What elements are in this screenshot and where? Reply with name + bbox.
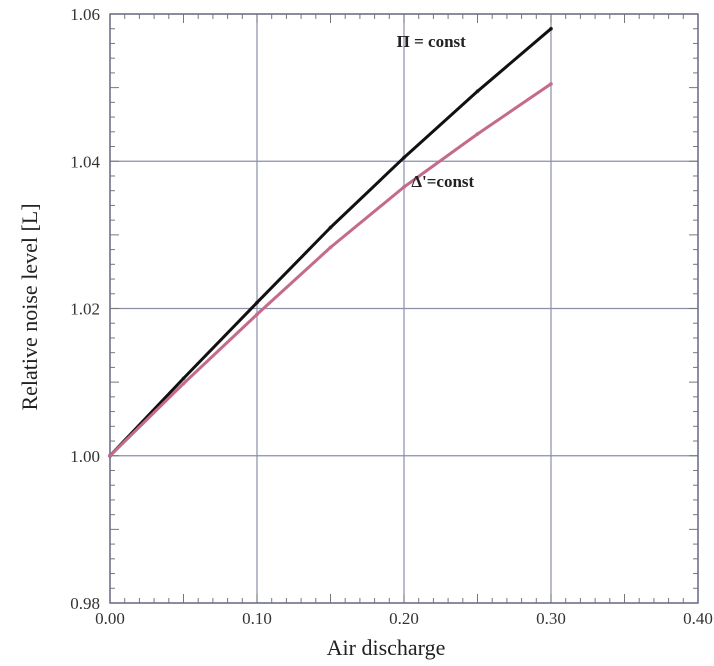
minor-ticks xyxy=(109,13,699,604)
y-tick-label: 0.98 xyxy=(70,594,100,613)
series-0-point xyxy=(475,89,480,94)
series-1-point xyxy=(549,81,553,86)
annotation-label-0: Π = const xyxy=(397,32,467,51)
series-0-point xyxy=(402,155,406,160)
y-tick-label: 1.02 xyxy=(70,300,100,319)
annotation-label-1: Δ'=const xyxy=(411,172,474,191)
annotations: Π = const Δ'=const xyxy=(397,32,475,191)
series-0-point xyxy=(181,376,186,381)
x-axis-title: Air discharge xyxy=(327,635,446,660)
x-tick-label: 0.10 xyxy=(242,609,272,628)
x-tick-label: 0.30 xyxy=(536,609,566,628)
series-1-point xyxy=(475,132,480,137)
series-1-point xyxy=(108,453,112,458)
series-0-point xyxy=(549,26,553,31)
series-1-point xyxy=(328,245,333,250)
series-layer xyxy=(108,26,553,458)
y-tick-label: 1.04 xyxy=(70,152,100,171)
x-tick-label: 0.20 xyxy=(389,609,419,628)
y-tick-label: 1.06 xyxy=(70,5,100,24)
y-tick-label: 1.00 xyxy=(70,447,100,466)
series-1-point xyxy=(402,185,406,190)
x-tick-label: 0.00 xyxy=(95,609,125,628)
plot-frame xyxy=(109,13,699,604)
series-0-point xyxy=(255,300,259,305)
series-0-point xyxy=(328,225,333,230)
series-1-point xyxy=(181,381,186,386)
axes xyxy=(109,13,699,604)
y-axis-title: Relative noise level [L] xyxy=(17,203,42,410)
tick-labels: 0.00 0.10 0.20 0.30 0.40 0.98 1.00 1.02 1.04 1.06 xyxy=(70,5,713,628)
x-tick-label: 0.40 xyxy=(683,609,713,628)
series-1-point xyxy=(255,312,259,317)
